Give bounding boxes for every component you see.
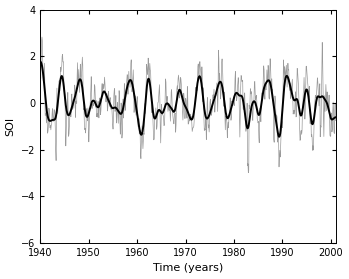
X-axis label: Time (years): Time (years) xyxy=(153,263,223,273)
Y-axis label: SOI: SOI xyxy=(6,117,16,136)
